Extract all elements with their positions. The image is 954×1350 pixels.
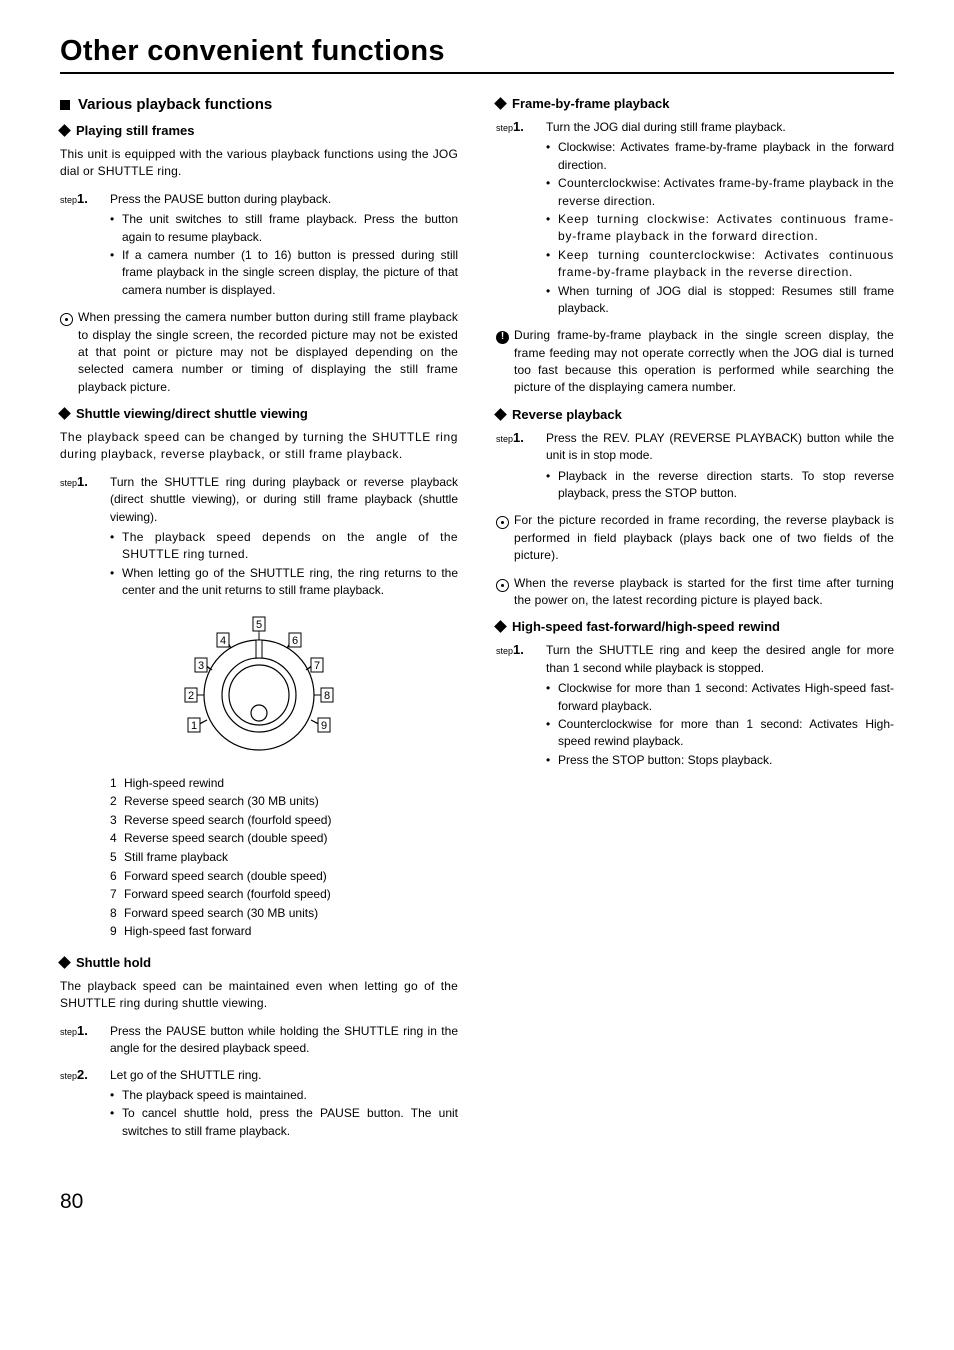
svg-text:1: 1 <box>191 720 197 732</box>
hold-step1: step1. Press the PAUSE button while hold… <box>60 1023 458 1058</box>
rev-step1: step1. Press the REV. PLAY (REVERSE PLAY… <box>496 430 894 465</box>
legend-1: High-speed rewind <box>124 774 458 793</box>
shuttle-b2: When letting go of the SHUTTLE ring, the… <box>122 565 458 600</box>
h3-reverse: Reverse playback <box>496 407 894 422</box>
h3-still-frames: Playing still frames <box>60 123 458 138</box>
title-rule <box>60 72 894 74</box>
h3-fbf: Frame-by-frame playback <box>496 96 894 111</box>
fbf-b5: When turning of JOG dial is stopped: Res… <box>558 283 894 318</box>
shuttle-step1: step1. Turn the SHUTTLE ring during play… <box>60 474 458 526</box>
still-step1-text: Press the PAUSE button during playback. <box>110 191 458 208</box>
hs-step1-text: Turn the SHUTTLE ring and keep the desir… <box>546 642 894 677</box>
h3-shuttle-hold: Shuttle hold <box>60 955 458 970</box>
still-intro: This unit is equipped with the various p… <box>60 146 458 181</box>
svg-text:5: 5 <box>256 619 262 631</box>
h3-highspeed: High-speed fast-forward/high-speed rewin… <box>496 619 894 634</box>
fbf-b2: Counterclockwise: Activates frame-by-fra… <box>558 175 894 210</box>
fbf-step1: step1. Turn the JOG dial during still fr… <box>496 119 894 136</box>
hold-intro: The playback speed can be maintained eve… <box>60 978 458 1013</box>
h2-playback-text: Various playback functions <box>78 96 272 113</box>
note-icon <box>496 516 509 529</box>
legend-9: High-speed fast forward <box>124 922 458 941</box>
rev-step1-text: Press the REV. PLAY (REVERSE PLAYBACK) b… <box>546 430 894 465</box>
rev-note2: When the reverse playback is started for… <box>496 575 894 610</box>
page-number: 80 <box>60 1190 894 1214</box>
still-bullets: •The unit switches to still frame playba… <box>60 211 458 299</box>
svg-text:4: 4 <box>220 635 226 647</box>
rev-b1: Playback in the reverse direction starts… <box>558 468 894 503</box>
legend-4: Reverse speed search (double speed) <box>124 829 458 848</box>
dial-legend: 1High-speed rewind 2Reverse speed search… <box>60 774 458 941</box>
fbf-step1-text: Turn the JOG dial during still frame pla… <box>546 119 894 136</box>
rev-note1: For the picture recorded in frame record… <box>496 512 894 564</box>
fbf-b3: Keep turning clockwise: Activates contin… <box>558 211 894 246</box>
shuttle-step1-text: Turn the SHUTTLE ring during playback or… <box>110 474 458 526</box>
svg-text:3: 3 <box>198 660 204 672</box>
legend-7: Forward speed search (fourfold speed) <box>124 885 458 904</box>
h3-shuttle-text: Shuttle viewing/direct shuttle viewing <box>76 406 308 421</box>
hs-b3: Press the STOP button: Stops playback. <box>558 752 894 769</box>
hold-step2: step2. Let go of the SHUTTLE ring. <box>60 1067 458 1084</box>
still-b1: The unit switches to still frame playbac… <box>122 211 458 246</box>
legend-2: Reverse speed search (30 MB units) <box>124 792 458 811</box>
h3-reverse-text: Reverse playback <box>512 407 622 422</box>
shuttle-bullets: •The playback speed depends on the angle… <box>60 529 458 600</box>
svg-text:7: 7 <box>314 660 320 672</box>
hold-step1-text: Press the PAUSE button while holding the… <box>110 1023 458 1058</box>
svg-text:2: 2 <box>188 690 194 702</box>
still-note-text: When pressing the camera number button d… <box>78 309 458 396</box>
legend-6: Forward speed search (double speed) <box>124 867 458 886</box>
fbf-b4: Keep turning counterclockwise: Activates… <box>558 247 894 282</box>
right-column: Frame-by-frame playback step1. Turn the … <box>496 96 894 1150</box>
h3-hold-text: Shuttle hold <box>76 955 151 970</box>
hs-b2: Counterclockwise for more than 1 second:… <box>558 716 894 751</box>
h3-hs-text: High-speed fast-forward/high-speed rewin… <box>512 619 780 634</box>
shuttle-dial-figure: 1 2 3 4 5 6 7 8 9 <box>60 610 458 760</box>
warning-icon: ! <box>496 331 509 344</box>
still-step1: step1. Press the PAUSE button during pla… <box>60 191 458 208</box>
left-column: Various playback functions Playing still… <box>60 96 458 1150</box>
shuttle-intro: The playback speed can be changed by tur… <box>60 429 458 464</box>
hs-bullets: •Clockwise for more than 1 second: Activ… <box>496 680 894 769</box>
page-title: Other convenient functions <box>60 35 894 68</box>
still-b2: If a camera number (1 to 16) button is p… <box>122 247 458 299</box>
note-icon <box>496 579 509 592</box>
hold-b2: To cancel shuttle hold, press the PAUSE … <box>122 1105 458 1140</box>
rev-note1-text: For the picture recorded in frame record… <box>514 512 894 564</box>
fbf-warning-text: During frame-by-frame playback in the si… <box>514 327 894 397</box>
dial-svg: 1 2 3 4 5 6 7 8 9 <box>159 610 359 760</box>
two-column-layout: Various playback functions Playing still… <box>60 96 894 1150</box>
hold-step2-text: Let go of the SHUTTLE ring. <box>110 1067 458 1084</box>
h3-fbf-text: Frame-by-frame playback <box>512 96 670 111</box>
h3-shuttle: Shuttle viewing/direct shuttle viewing <box>60 406 458 421</box>
h3-still-text: Playing still frames <box>76 123 195 138</box>
note-icon <box>60 313 73 326</box>
still-note: When pressing the camera number button d… <box>60 309 458 396</box>
rev-note2-text: When the reverse playback is started for… <box>514 575 894 610</box>
fbf-b1: Clockwise: Activates frame-by-frame play… <box>558 139 894 174</box>
hs-step1: step1. Turn the SHUTTLE ring and keep th… <box>496 642 894 677</box>
shuttle-b1: The playback speed depends on the angle … <box>122 529 458 564</box>
svg-text:9: 9 <box>321 720 327 732</box>
legend-3: Reverse speed search (fourfold speed) <box>124 811 458 830</box>
svg-text:8: 8 <box>324 690 330 702</box>
rev-bullets: •Playback in the reverse direction start… <box>496 468 894 503</box>
legend-5: Still frame playback <box>124 848 458 867</box>
svg-text:6: 6 <box>292 635 298 647</box>
hs-b1: Clockwise for more than 1 second: Activa… <box>558 680 894 715</box>
fbf-warning: ! During frame-by-frame playback in the … <box>496 327 894 397</box>
fbf-bullets: •Clockwise: Activates frame-by-frame pla… <box>496 139 894 317</box>
h2-playback: Various playback functions <box>60 96 458 113</box>
hold-bullets: •The playback speed is maintained. •To c… <box>60 1087 458 1140</box>
hold-b1: The playback speed is maintained. <box>122 1087 458 1104</box>
legend-8: Forward speed search (30 MB units) <box>124 904 458 923</box>
